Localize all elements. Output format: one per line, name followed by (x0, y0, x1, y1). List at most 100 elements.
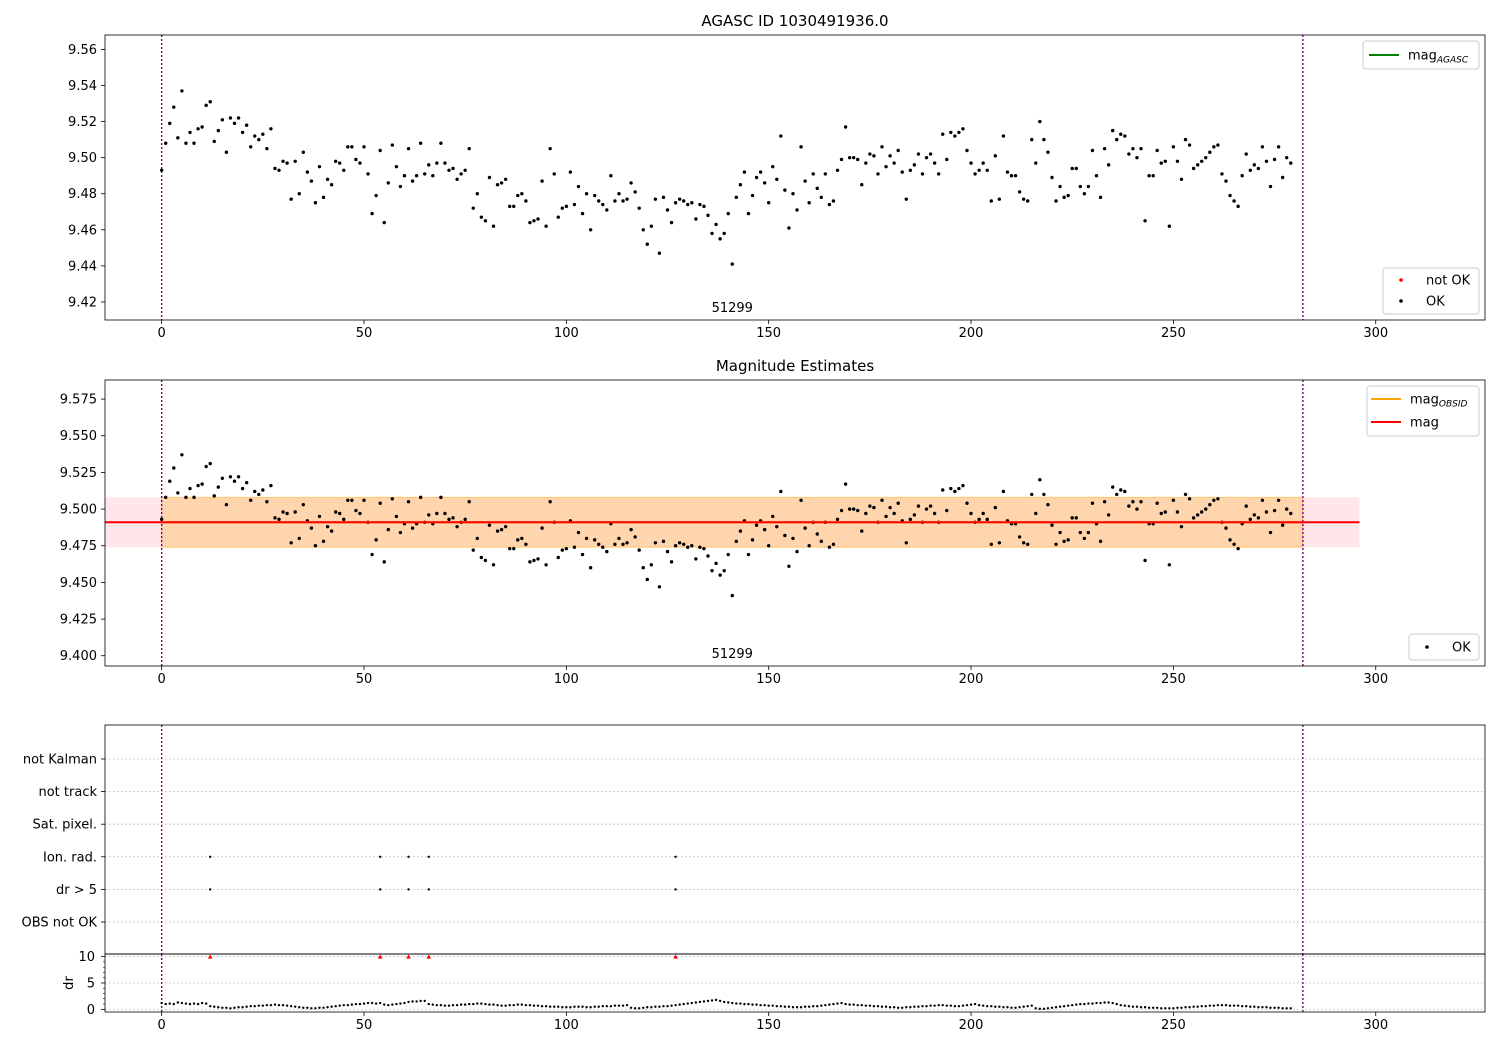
x-tick-label: 0 (158, 326, 166, 341)
dr-point (896, 1006, 900, 1009)
data-point-ok (305, 170, 310, 174)
data-point-ok (378, 148, 382, 153)
dr-point (994, 1005, 997, 1008)
data-point-ok (945, 508, 949, 513)
data-point-ok (961, 127, 965, 131)
data-point-ok (1143, 558, 1147, 563)
dr-point (1147, 1006, 1151, 1009)
dr-point (362, 1002, 366, 1005)
dr-point (973, 1002, 977, 1006)
dr-point (812, 1005, 815, 1008)
dr-point (281, 1003, 285, 1007)
dr-point (553, 1005, 556, 1008)
data-point-ok (977, 168, 981, 172)
data-point-ok (1050, 175, 1054, 180)
data-point-ok (762, 527, 767, 532)
data-point-ok (621, 542, 625, 546)
dr-point (646, 1006, 649, 1009)
data-point-ok (277, 168, 281, 172)
dr-point (1030, 1004, 1033, 1007)
dr-point (253, 1005, 256, 1008)
data-point-ok (1187, 497, 1192, 501)
data-point-ok (795, 208, 799, 212)
dr-point (844, 1002, 847, 1006)
data-point-ok (548, 500, 552, 504)
data-point-ok (536, 217, 540, 221)
dr-point (1135, 1005, 1139, 1008)
data-point-ok (831, 542, 836, 546)
data-point-ok (1224, 526, 1228, 530)
dr-point (1289, 1007, 1292, 1010)
data-point-ok (188, 486, 192, 491)
dr-point (767, 1004, 770, 1007)
data-point-ok (487, 523, 492, 527)
dr-point (892, 1006, 896, 1009)
dr-point (1034, 1007, 1037, 1010)
dr-point (1200, 1005, 1203, 1008)
data-point-ok (176, 491, 180, 495)
data-point-ok (564, 204, 569, 209)
dr-point (399, 1002, 402, 1005)
data-point-ok (694, 557, 698, 561)
data-point-ok (843, 125, 848, 129)
data-point-ok (261, 488, 265, 492)
data-point-ok (309, 526, 314, 530)
data-point-ok (661, 195, 666, 200)
dr-point (1038, 1007, 1042, 1011)
data-point-ok (467, 500, 471, 504)
dr-point (642, 1006, 645, 1009)
data-point-ok (851, 155, 856, 160)
data-point-ok (908, 517, 913, 522)
dr-point (196, 1002, 200, 1006)
dr-point (192, 1002, 196, 1005)
data-point-ok (576, 530, 581, 535)
data-point-ok (556, 555, 560, 560)
data-point-ok (244, 123, 249, 127)
data-point-ok (775, 177, 779, 182)
flag-row-label: not Kalman (23, 753, 97, 768)
data-point-ok (342, 168, 346, 172)
dr-point (949, 1004, 953, 1007)
data-point-ok (491, 224, 496, 228)
data-point-ok (240, 486, 245, 491)
dr-flagged-marker (377, 954, 383, 959)
dr-point (237, 1006, 240, 1009)
data-point-ok (738, 183, 743, 187)
data-point-ok (192, 141, 196, 145)
data-point-ok (548, 146, 552, 151)
data-point-ok (961, 483, 965, 488)
data-point-ok (1042, 492, 1046, 497)
data-point-ok (269, 483, 273, 488)
legend-subscript: OBSID (1439, 400, 1468, 410)
data-point-ok (771, 514, 775, 519)
data-point-ok (180, 453, 184, 457)
data-point-ok (1058, 530, 1062, 535)
dr-point (654, 1005, 657, 1008)
data-point-ok (532, 558, 536, 563)
dr-point (1079, 1002, 1082, 1006)
dr-point (532, 1004, 536, 1007)
data-point-ok (224, 502, 229, 507)
data-point-ok (835, 168, 840, 172)
data-point-ok (791, 192, 795, 196)
dr-point (888, 1006, 892, 1009)
dr-point (1192, 1005, 1195, 1008)
data-point-ok (957, 130, 961, 135)
dr-point (957, 1005, 961, 1008)
data-point-ok (184, 495, 188, 500)
dr-point (735, 1002, 738, 1005)
dr-point (200, 1001, 204, 1005)
y-tick-label: 9.550 (60, 429, 97, 444)
dr-point (1010, 1006, 1013, 1009)
data-point-ok (257, 137, 261, 142)
dr-point (998, 1005, 1001, 1008)
data-point-ok (354, 157, 358, 162)
data-point-ok (1143, 219, 1147, 223)
dr-point (346, 1003, 350, 1007)
data-point-ok (843, 482, 848, 486)
dr-point (621, 1004, 625, 1007)
data-point-ok (516, 538, 520, 542)
data-point-ok (1127, 152, 1131, 156)
data-point-ok (499, 181, 504, 185)
dr-point (1066, 1004, 1070, 1007)
